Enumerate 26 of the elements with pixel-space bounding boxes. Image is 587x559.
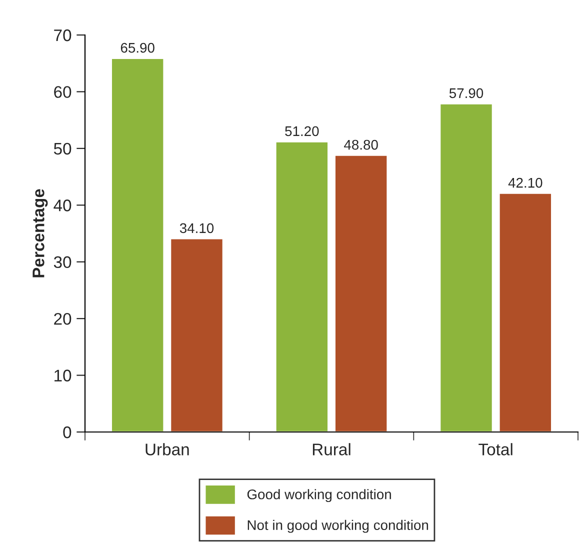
legend-label: Not in good working condition xyxy=(248,520,428,533)
bar xyxy=(439,102,494,432)
y-tick-label: 70 xyxy=(54,29,72,42)
data-label: 48.80 xyxy=(344,140,378,150)
x-tick-label: Rural xyxy=(312,443,350,456)
data-label: 42.10 xyxy=(508,178,542,188)
y-axis-title: Percentage xyxy=(32,189,48,278)
y-tick-label: 30 xyxy=(54,256,72,268)
y-tick-label: 40 xyxy=(54,200,72,212)
y-tick-label: 60 xyxy=(54,86,72,98)
x-tick-label: Total xyxy=(478,443,512,456)
y-tick-label: 0 xyxy=(63,426,72,438)
data-label: 57.90 xyxy=(449,88,484,98)
data-label: 51.20 xyxy=(285,126,319,136)
x-tick-label: Urban xyxy=(146,443,189,456)
data-label: 65.90 xyxy=(120,42,154,53)
legend-label: Good working condition xyxy=(247,489,391,502)
y-tick-label: 20 xyxy=(54,312,72,325)
y-tick-label: 10 xyxy=(54,370,72,382)
bar xyxy=(170,238,224,432)
bar xyxy=(334,154,388,432)
bar xyxy=(498,192,552,432)
y-tick-label: 50 xyxy=(54,142,72,155)
bar xyxy=(110,58,165,432)
bar xyxy=(274,140,329,432)
data-label: 34.10 xyxy=(180,223,214,234)
